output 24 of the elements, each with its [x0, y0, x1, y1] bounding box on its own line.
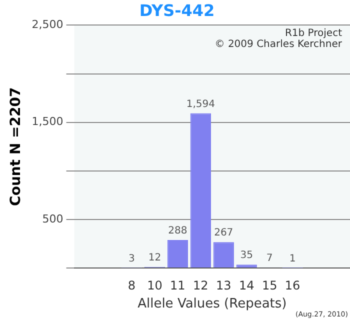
x-tick-label: 14: [238, 278, 254, 292]
x-tick-label: 13: [216, 278, 232, 292]
y-axis-title: Count N =2207: [8, 87, 24, 206]
y-tick-label: 2,500: [32, 18, 64, 32]
x-tick-label: 12: [193, 278, 208, 292]
x-tick-label: 16: [284, 278, 300, 292]
data-label: 12: [148, 252, 162, 264]
annotation: R1b Project: [284, 28, 342, 39]
x-tick-label: 15: [262, 278, 278, 292]
data-label: 1: [289, 253, 296, 264]
annotation: © 2009 Charles Kerchner: [214, 38, 343, 50]
x-tick-label: 10: [147, 278, 162, 292]
data-label: 7: [266, 252, 273, 264]
x-tick-label: 8: [128, 278, 136, 292]
data-label: 267: [214, 228, 234, 239]
data-label: 35: [240, 250, 253, 262]
x-tick-label: 11: [170, 278, 186, 292]
x-axis-title: Allele Values (Repeats): [138, 296, 287, 312]
data-label: 288: [168, 226, 188, 237]
y-tick-label: 1,500: [32, 115, 64, 128]
chart-title: DYS-442: [139, 0, 215, 20]
data-label: 1,594: [186, 98, 215, 110]
data-label: 3: [128, 253, 135, 264]
y-tick-label: 500: [42, 212, 64, 226]
